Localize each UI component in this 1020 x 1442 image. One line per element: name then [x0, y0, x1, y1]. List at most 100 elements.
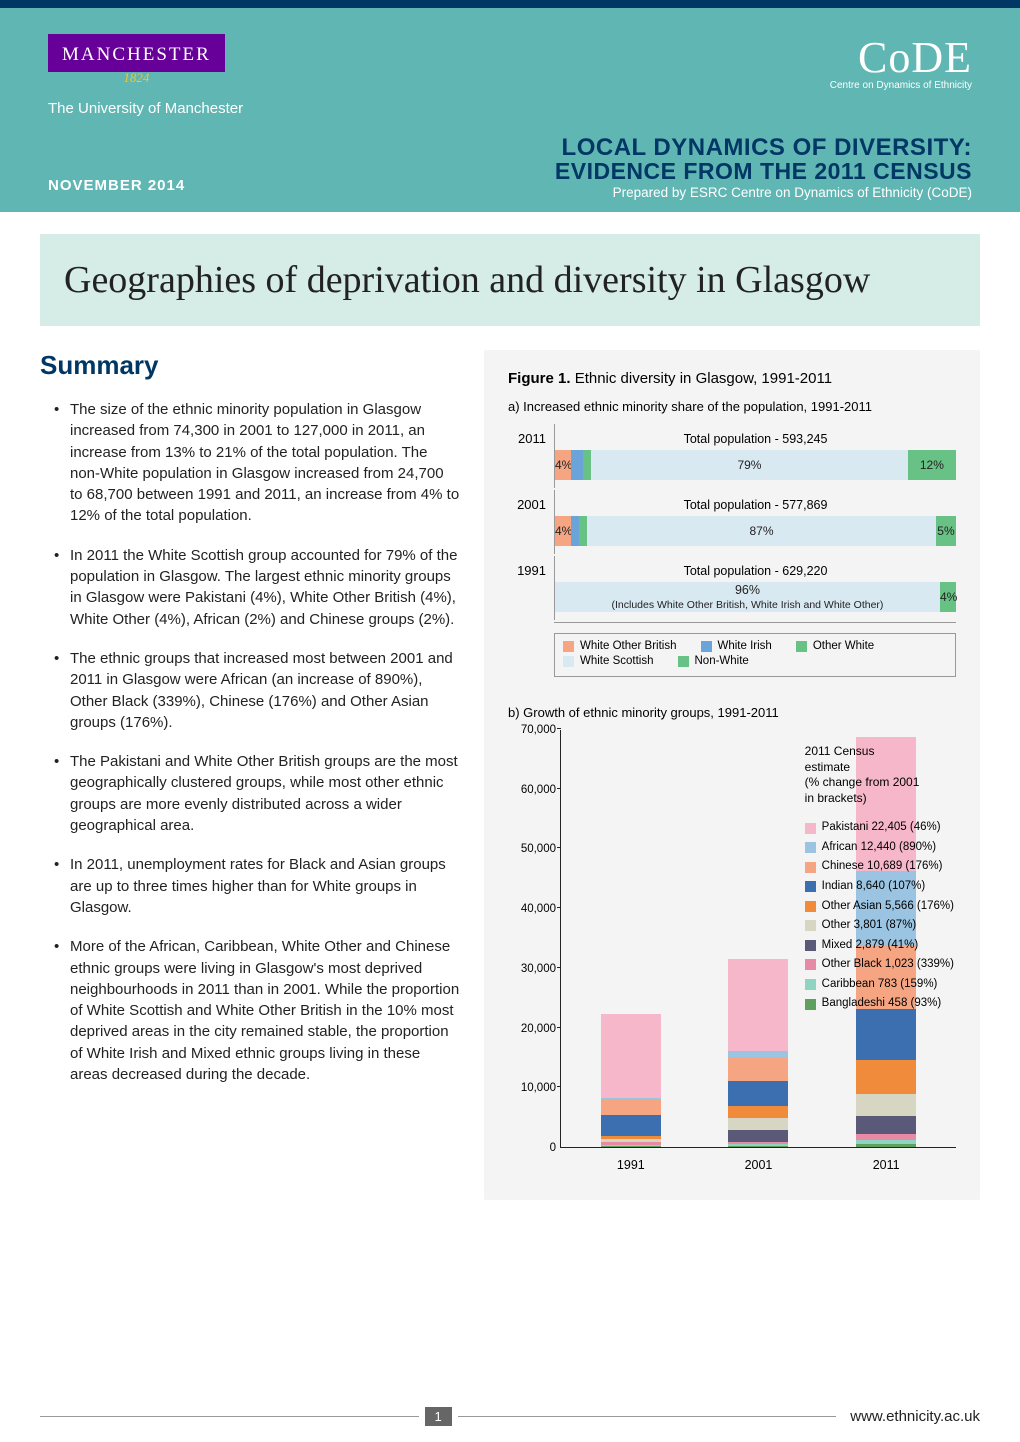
- chart-b-segment: [728, 1146, 788, 1147]
- chart-a-barcell: Total population - 577,8694%87%5%: [554, 490, 956, 554]
- chart-a-bar: 4%79%12%: [555, 450, 956, 480]
- chart-b-ytick: 0: [550, 1142, 556, 1154]
- chart-a-barcell: Total population - 593,2454%79%12%: [554, 424, 956, 488]
- chart-b-segment: [856, 1094, 916, 1117]
- chart-b-segment: [728, 1106, 788, 1118]
- chart-a-segment: 4%: [555, 450, 571, 480]
- legend-swatch: [701, 641, 712, 652]
- chart-b-segment: [728, 959, 788, 1051]
- chart-a-segment: 12%: [908, 450, 956, 480]
- legend-item: Mixed 2,879 (41%): [805, 936, 954, 956]
- code-logo: CoDE Centre on Dynamics of Ethnicity: [830, 38, 972, 91]
- chart-b-xtick: 1991: [601, 1158, 661, 1172]
- summary-item: The size of the ethnic minority populati…: [54, 399, 460, 527]
- legend-swatch: [563, 641, 574, 652]
- footer-line-right: [458, 1416, 837, 1417]
- legend-swatch: [805, 999, 816, 1010]
- code-logo-text: CoDE: [830, 38, 972, 78]
- legend-swatch: [805, 823, 816, 834]
- chart-b-ytick: 20,000: [521, 1023, 556, 1035]
- chart-a-segment: 87%: [587, 516, 936, 546]
- page-title: Geographies of deprivation and diversity…: [64, 258, 956, 302]
- legend-label: White Scottish: [580, 655, 654, 667]
- summary-heading: Summary: [40, 350, 460, 381]
- chart-a-population-label: Total population - 593,245: [555, 424, 956, 450]
- chart-a-population-label: Total population - 629,220: [555, 556, 956, 582]
- legend-label: White Irish: [718, 640, 772, 652]
- chart-a-baseline: [554, 622, 956, 623]
- summary-item: The Pakistani and White Other British gr…: [54, 751, 460, 836]
- chart-b-segment: [728, 1058, 788, 1081]
- summary-item: In 2011, unemployment rates for Black an…: [54, 854, 460, 918]
- legend-swatch: [678, 656, 689, 667]
- legend-label: Bangladeshi 458 (93%): [822, 994, 942, 1014]
- chart-b-ytick: 60,000: [521, 784, 556, 796]
- chart-a-year-label: 2011: [508, 424, 554, 488]
- chart-b-yaxis: 010,00020,00030,00040,00050,00060,00070,…: [508, 730, 560, 1148]
- legend-label: Indian 8,640 (107%): [822, 877, 926, 897]
- chart-b-ytick: 70,000: [521, 724, 556, 736]
- chart-a-row: 2011Total population - 593,2454%79%12%: [508, 424, 956, 488]
- chart-b-segment: [601, 1014, 661, 1098]
- legend-item: Other White: [796, 640, 874, 652]
- chart-b-segment: [728, 1118, 788, 1130]
- chart-a-segment: [571, 450, 583, 480]
- header-title-block: LOCAL DYNAMICS OF DIVERSITY: EVIDENCE FR…: [555, 136, 972, 200]
- chart-b-subtitle: b) Growth of ethnic minority groups, 199…: [508, 705, 956, 720]
- chart-a-segment: [571, 516, 579, 546]
- footer-line-left: [40, 1416, 419, 1417]
- legend-item: Other Asian 5,566 (176%): [805, 897, 954, 917]
- chart-b-xtick: 2011: [856, 1158, 916, 1172]
- legend-item: White Other British: [563, 640, 677, 652]
- chart-b-legend-note: 2011 Censusestimate(% change from 2001in…: [805, 744, 954, 806]
- summary-list: The size of the ethnic minority populati…: [40, 399, 460, 1085]
- legend-label: White Other British: [580, 640, 677, 652]
- footer-url: www.ethnicity.ac.uk: [850, 1408, 980, 1425]
- chart-b-ytick: 10,000: [521, 1082, 556, 1094]
- legend-item: Non-White: [678, 655, 749, 667]
- legend-label: Chinese 10,689 (176%): [822, 857, 943, 877]
- legend-swatch: [805, 920, 816, 931]
- title-section: Geographies of deprivation and diversity…: [40, 234, 980, 326]
- legend-swatch: [805, 979, 816, 990]
- legend-item: Other Black 1,023 (339%): [805, 955, 954, 975]
- chart-a-segment: 5%: [936, 516, 956, 546]
- chart-a-row: 2001Total population - 577,8694%87%5%: [508, 490, 956, 554]
- legend-label: Non-White: [695, 655, 749, 667]
- chart-b-segment: [856, 1144, 916, 1147]
- date-label: NOVEMBER 2014: [48, 177, 185, 194]
- chart-b-tick: [557, 728, 561, 729]
- chart-b-container: b) Growth of ethnic minority groups, 199…: [508, 705, 956, 1180]
- chart-a-year-label: 2001: [508, 490, 554, 554]
- legend-item: Caribbean 783 (159%): [805, 975, 954, 995]
- chart-a-segment: [583, 450, 591, 480]
- header-title-3: Prepared by ESRC Centre on Dynamics of E…: [555, 185, 972, 200]
- header-bar: MANCHESTER 1824 The University of Manche…: [0, 0, 1020, 212]
- page: MANCHESTER 1824 The University of Manche…: [0, 0, 1020, 1442]
- chart-a-segment: [579, 516, 587, 546]
- chart-a-bar: 96%(Includes White Other British, White …: [555, 582, 956, 612]
- chart-a-row: 1991Total population - 629,22096%(Includ…: [508, 556, 956, 620]
- legend-item: Bangladeshi 458 (93%): [805, 994, 954, 1014]
- legend-swatch: [805, 901, 816, 912]
- figure-column: Figure 1. Ethnic diversity in Glasgow, 1…: [484, 350, 980, 1200]
- footer-page: 1: [425, 1407, 452, 1426]
- chart-a-bar: 4%87%5%: [555, 516, 956, 546]
- legend-swatch: [805, 959, 816, 970]
- summary-item: The ethnic groups that increased most be…: [54, 648, 460, 733]
- chart-b-segment: [728, 1051, 788, 1059]
- chart-b: 010,00020,00030,00040,00050,00060,00070,…: [508, 730, 956, 1180]
- chart-a: 2011Total population - 593,2454%79%12%20…: [508, 424, 956, 620]
- legend-item: White Scottish: [563, 655, 654, 667]
- chart-a-barcell: Total population - 629,22096%(Includes W…: [554, 556, 956, 620]
- legend-swatch: [805, 862, 816, 873]
- chart-a-subtitle: a) Increased ethnic minority share of th…: [508, 399, 956, 414]
- university-name: The University of Manchester: [48, 100, 243, 117]
- header-title-2: EVIDENCE FROM THE 2011 CENSUS: [555, 160, 972, 183]
- header-title-1: LOCAL DYNAMICS OF DIVERSITY:: [555, 136, 972, 160]
- footer: 1 www.ethnicity.ac.uk: [40, 1407, 980, 1426]
- legend-label: Other White: [813, 640, 874, 652]
- content: Summary The size of the ethnic minority …: [0, 326, 1020, 1200]
- chart-b-ytick: 50,000: [521, 843, 556, 855]
- legend-item: Indian 8,640 (107%): [805, 877, 954, 897]
